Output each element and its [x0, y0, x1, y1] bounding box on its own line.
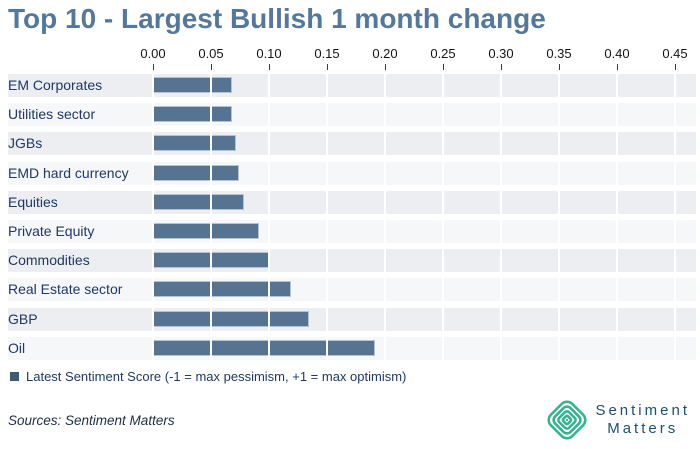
x-axis-tick-label: 0.35 — [546, 46, 572, 61]
legend-marker-icon — [10, 372, 19, 381]
category-label: EMD hard currency — [8, 164, 129, 181]
legend-label: Latest Sentiment Score (-1 = max pessimi… — [26, 369, 407, 384]
row-band: GBP — [8, 307, 696, 331]
category-label: Commodities — [8, 252, 90, 269]
row-band: Private Equity — [8, 220, 696, 243]
category-label: EM Corporates — [8, 77, 103, 93]
x-axis-tick-label: 0.20 — [372, 46, 398, 61]
x-axis-tick-mark — [385, 64, 386, 70]
gridline — [558, 74, 560, 361]
category-label: Oil — [8, 339, 26, 356]
x-axis-tick-mark — [675, 64, 676, 70]
x-axis-tick-mark — [327, 64, 328, 70]
row-band: Real Estate sector — [8, 278, 696, 302]
row-band: Oil — [8, 336, 696, 360]
x-axis-tick-label: 0.10 — [256, 46, 282, 61]
x-axis-tick-label: 0.05 — [198, 46, 224, 61]
sentiment-bar — [153, 164, 239, 181]
category-label: JGBs — [8, 135, 43, 152]
sentiment-bar — [153, 77, 232, 93]
brand-name-line1: Sentiment — [595, 402, 690, 419]
x-axis-tick-label: 0.40 — [604, 46, 630, 61]
gridline — [326, 74, 328, 361]
category-label: Private Equity — [8, 223, 95, 239]
chart-title: Top 10 - Largest Bullish 1 month change — [8, 3, 546, 34]
gridline — [268, 74, 270, 361]
gridline — [152, 74, 154, 361]
diamond-logo-icon — [547, 400, 587, 440]
gridline — [442, 74, 444, 361]
x-axis-tick-label: 0.30 — [488, 46, 514, 61]
x-axis-tick-mark — [559, 64, 560, 70]
x-axis-tick-mark — [617, 64, 618, 70]
row-band: Utilities sector — [8, 103, 696, 127]
x-axis-tick-mark — [269, 64, 270, 70]
sentiment-bar — [153, 135, 236, 152]
row-band: JGBs — [8, 132, 696, 156]
category-label: GBP — [8, 310, 38, 327]
category-label: Real Estate sector — [8, 281, 123, 298]
row-band: Equities — [8, 190, 696, 214]
x-axis-tick-label: 0.25 — [430, 46, 456, 61]
brand-name: Sentiment Matters — [595, 402, 690, 438]
sentiment-bar — [153, 310, 309, 327]
sentiment-bar — [153, 106, 232, 123]
x-axis-tick-mark — [443, 64, 444, 70]
gridline — [384, 74, 386, 361]
gridline — [210, 74, 212, 361]
category-label: Utilities sector — [8, 106, 96, 123]
x-axis-tick-mark — [153, 64, 154, 70]
row-band: EM Corporates — [8, 74, 696, 97]
row-band: EMD hard currency — [8, 161, 696, 185]
x-axis-tick-label: 0.00 — [140, 46, 166, 61]
gridline — [616, 74, 618, 361]
sentiment-bar — [153, 281, 291, 298]
sentiment-bar — [153, 193, 244, 210]
sentiment-bar — [153, 339, 375, 356]
gridline — [674, 74, 676, 361]
x-axis-tick-label: 0.45 — [662, 46, 688, 61]
brand-name-line2: Matters — [607, 420, 679, 437]
row-band: Commodities — [8, 249, 696, 273]
gridline — [500, 74, 502, 361]
sentiment-bar — [153, 223, 259, 239]
category-label: Equities — [8, 193, 58, 210]
x-axis-tick-label: 0.15 — [314, 46, 340, 61]
source-note: Sources: Sentiment Matters — [8, 413, 175, 428]
chart-legend: Latest Sentiment Score (-1 = max pessimi… — [10, 369, 406, 384]
brand-logo: Sentiment Matters — [546, 399, 690, 441]
x-axis-tick-mark — [211, 64, 212, 70]
x-axis-tick-mark — [501, 64, 502, 70]
